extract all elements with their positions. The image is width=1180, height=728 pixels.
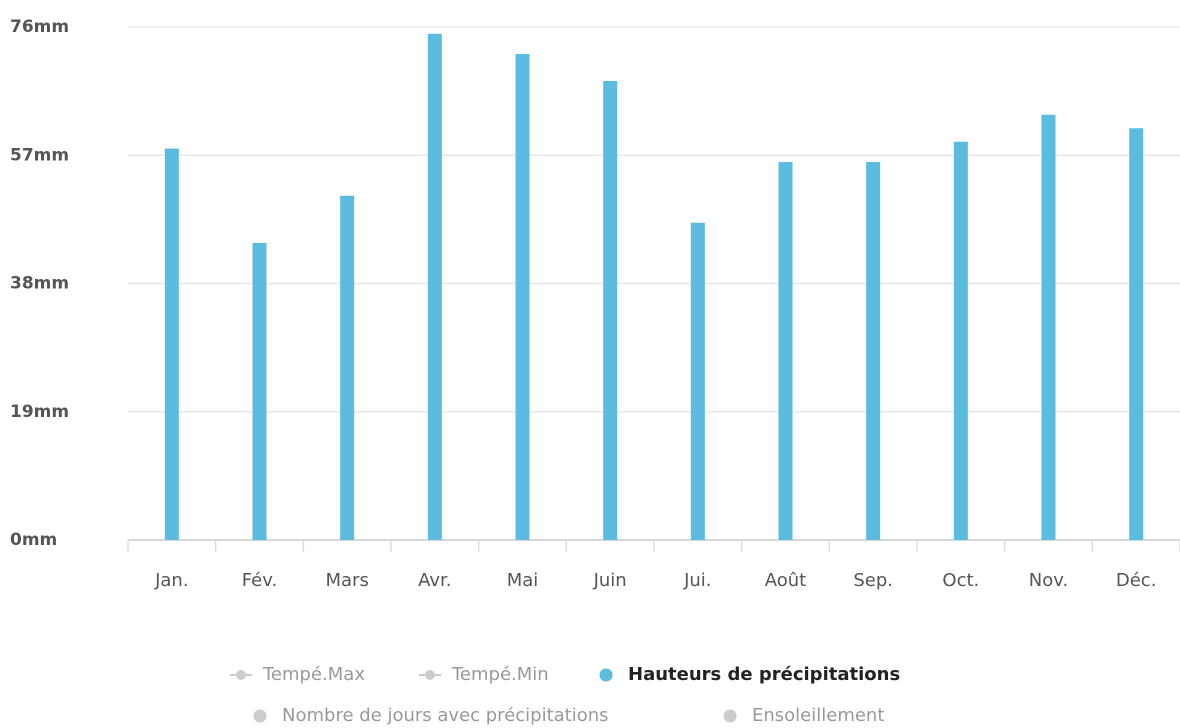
legend-label[interactable]: Ensoleillement [752, 705, 884, 726]
y-tick-label: 76mm [10, 17, 69, 37]
bar [515, 54, 530, 540]
legend-symbol [723, 709, 737, 723]
legend-label[interactable]: Tempé.Max [262, 664, 365, 685]
bar [1129, 128, 1144, 540]
y-tick-label: 0mm [10, 530, 57, 550]
bar [866, 162, 881, 540]
bar [164, 148, 179, 540]
legend-label[interactable]: Hauteurs de précipitations [628, 664, 900, 685]
bar [252, 243, 267, 540]
bar [953, 141, 968, 540]
y-tick-label: 57mm [10, 145, 69, 165]
legend-label[interactable]: Nombre de jours avec précipitations [282, 705, 609, 726]
x-tick-label: Avr. [418, 570, 451, 591]
bar [340, 195, 355, 540]
x-tick-label: Nov. [1029, 570, 1068, 591]
y-tick-label: 19mm [10, 402, 69, 422]
x-tick-label: Jan. [154, 570, 188, 591]
x-tick-label: Août [765, 570, 806, 591]
bar [427, 33, 442, 540]
x-tick-label: Fév. [242, 570, 277, 591]
legend-symbol [599, 668, 613, 682]
x-tick-label: Juin [593, 570, 627, 591]
y-tick-label: 38mm [10, 274, 69, 294]
x-tick-label: Mai [507, 570, 539, 591]
x-tick-label: Mars [325, 570, 368, 591]
x-tick-label: Déc. [1116, 570, 1157, 591]
bar [603, 81, 618, 540]
legend-symbol [253, 709, 267, 723]
x-tick-label: Jui. [683, 570, 711, 591]
x-tick-label: Sep. [853, 570, 893, 591]
legend-symbol [236, 670, 246, 680]
legend-symbol [425, 670, 435, 680]
x-tick-label: Oct. [942, 570, 979, 591]
bar [778, 162, 793, 540]
legend-label[interactable]: Tempé.Min [451, 664, 549, 685]
bar [1041, 114, 1056, 540]
bar [690, 222, 705, 540]
